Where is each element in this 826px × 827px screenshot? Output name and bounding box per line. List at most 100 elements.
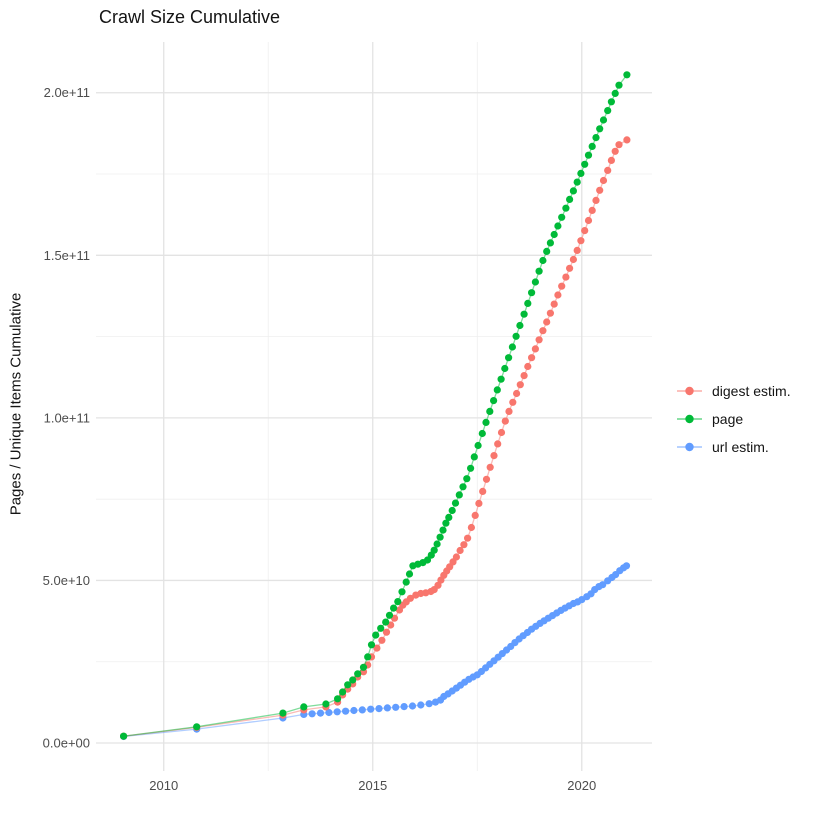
data-point (405, 570, 414, 578)
data-point (382, 628, 391, 636)
data-point (604, 166, 612, 174)
data-point (448, 506, 456, 515)
y-tick-label: 5.0e+10 (43, 573, 90, 588)
data-point (471, 511, 479, 519)
data-point (516, 381, 524, 389)
data-point (486, 463, 494, 471)
data-point (497, 428, 506, 437)
data-point (573, 178, 581, 186)
data-point (490, 397, 498, 405)
data-point (474, 441, 482, 450)
data-point (482, 418, 490, 426)
data-point (611, 89, 619, 97)
data-point (501, 417, 509, 425)
data-point (398, 588, 406, 596)
data-point (367, 705, 375, 713)
y-tick-label: 1.5e+11 (44, 248, 90, 263)
data-point (359, 663, 368, 671)
data-point (550, 300, 558, 308)
data-point (531, 345, 540, 353)
axis-tick-labels: 2010 2015 2020 0.0e+00 5.0e+10 1.0e+11 1.5e+11… (43, 85, 597, 793)
data-point (622, 562, 631, 570)
legend-key-dot (685, 442, 694, 452)
data-point (604, 107, 612, 115)
y-tick-label: 1.0e+11 (44, 410, 90, 425)
data-point (375, 705, 383, 713)
data-point (588, 206, 596, 214)
data-point (423, 556, 432, 564)
data-point (512, 332, 520, 340)
data-point (373, 644, 381, 652)
data-point (550, 230, 558, 239)
data-point (520, 372, 528, 380)
data-point (520, 310, 528, 318)
legend-label: digest estim. (712, 383, 791, 399)
data-point (546, 239, 555, 247)
data-point (599, 581, 607, 589)
data-point (524, 362, 532, 371)
data-point (611, 147, 619, 155)
data-point (392, 703, 400, 711)
data-point (535, 267, 543, 275)
data-point (562, 204, 570, 212)
data-point (378, 636, 386, 644)
data-point (460, 541, 468, 549)
data-point (464, 534, 472, 542)
data-point (584, 216, 593, 225)
data-point (599, 116, 608, 124)
data-point (623, 71, 631, 79)
series-digest-estim (120, 136, 631, 740)
data-point (436, 533, 444, 541)
data-point (505, 354, 513, 362)
gridlines-minor (96, 42, 652, 771)
data-point (350, 706, 358, 715)
data-point (417, 701, 425, 709)
legend-key-dot (685, 414, 694, 424)
data-point (456, 546, 464, 555)
data-point (539, 327, 547, 335)
legend-item-url-estim: url estim. (676, 437, 791, 457)
data-point (372, 631, 380, 639)
data-point (596, 125, 604, 133)
data-point (592, 134, 600, 142)
legend-label: page (712, 411, 744, 427)
data-point (588, 142, 596, 150)
data-point (539, 256, 547, 265)
data-point (554, 291, 562, 299)
data-point (333, 708, 341, 716)
data-point (509, 398, 517, 406)
x-tick-label: 2015 (358, 778, 387, 793)
data-point (535, 336, 543, 344)
data-point (408, 702, 417, 710)
data-point (344, 681, 352, 689)
x-tick-label: 2020 (567, 778, 596, 793)
data-point (452, 553, 460, 561)
data-point (445, 513, 453, 522)
data-point (339, 688, 347, 696)
data-point (558, 282, 566, 290)
data-point (334, 695, 342, 703)
data-point (382, 618, 390, 626)
data-point (479, 487, 487, 495)
data-point (459, 483, 467, 491)
data-point (493, 386, 501, 394)
data-point (501, 364, 509, 373)
data-point (573, 246, 581, 254)
data-point (581, 160, 589, 168)
data-point (607, 98, 616, 106)
data-point (497, 375, 505, 383)
series-url-estim (120, 562, 631, 741)
data-point (354, 670, 362, 678)
data-point (615, 141, 623, 149)
data-point (577, 169, 585, 177)
data-point (475, 499, 483, 507)
data-point (300, 703, 308, 711)
data-point (592, 196, 600, 204)
x-tick-label: 2010 (149, 778, 178, 793)
data-point (513, 389, 521, 398)
data-point (554, 222, 562, 230)
data-point (433, 540, 441, 548)
data-point (528, 289, 536, 297)
data-point (325, 708, 333, 717)
data-point (569, 255, 578, 264)
